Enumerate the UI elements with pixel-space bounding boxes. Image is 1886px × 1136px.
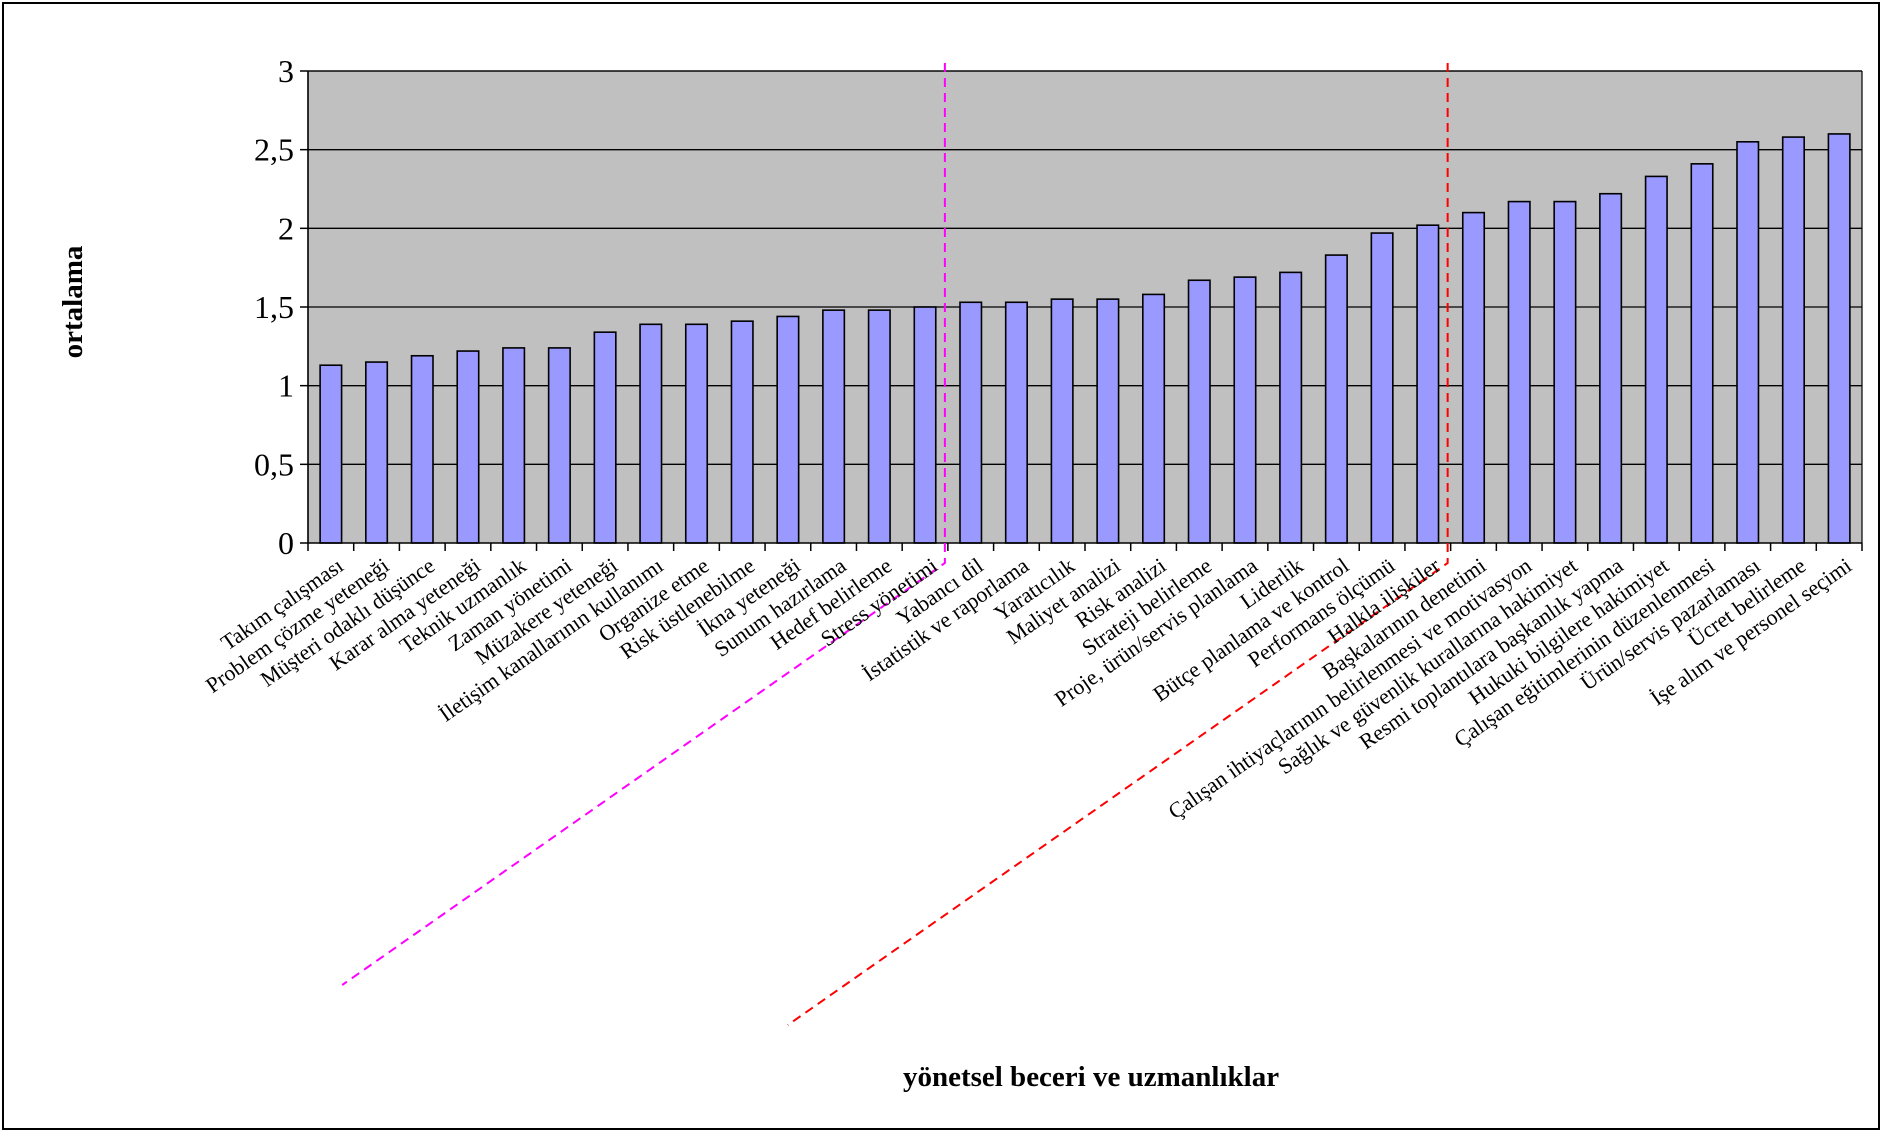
bar — [1187, 279, 1211, 544]
bar — [1142, 293, 1166, 544]
dividers — [341, 63, 1449, 1026]
divider-line — [787, 63, 1449, 1026]
bar — [1644, 175, 1668, 544]
bar — [1050, 298, 1074, 544]
bar — [1324, 254, 1348, 544]
bar — [410, 354, 434, 544]
x-axis-title: yönetsel beceri ve uzmanlıklar — [903, 1061, 1279, 1093]
bar — [913, 306, 937, 544]
bar — [1279, 271, 1303, 544]
bar — [959, 301, 983, 544]
bar — [319, 364, 343, 544]
bar — [776, 315, 800, 544]
y-axis-title: ortalama — [57, 245, 89, 358]
bar — [502, 347, 526, 544]
bar — [593, 331, 617, 544]
axes: 0 0,5 1 1,5 2 2,5 3 — [254, 53, 1863, 561]
y-tick-label: 1 — [278, 368, 294, 404]
bar — [867, 309, 891, 544]
bar — [1781, 136, 1805, 544]
bar — [822, 309, 846, 544]
bar — [684, 323, 709, 544]
bar — [456, 350, 480, 544]
y-tick-label: 0 — [278, 525, 294, 561]
bar — [1004, 301, 1028, 544]
bar — [1507, 200, 1531, 544]
bar — [1416, 224, 1440, 544]
bar — [1553, 200, 1577, 544]
bar — [547, 347, 571, 544]
bar — [1736, 141, 1760, 544]
y-tick-label: 1,5 — [254, 289, 294, 325]
bar — [1370, 232, 1394, 544]
y-tick-label: 0,5 — [254, 446, 294, 482]
bars — [319, 133, 1851, 544]
bar — [1096, 298, 1120, 544]
bar — [1690, 163, 1714, 544]
bar — [1461, 211, 1486, 544]
bar — [730, 320, 754, 544]
divider-line — [341, 63, 946, 986]
bar — [1827, 133, 1851, 544]
bar — [1599, 192, 1623, 544]
bar — [1233, 276, 1257, 544]
bar — [639, 323, 663, 544]
y-tick-label: 2,5 — [254, 132, 294, 168]
y-tick-label: 2 — [278, 210, 294, 246]
bar — [365, 361, 389, 544]
y-tick-label: 3 — [278, 53, 294, 89]
